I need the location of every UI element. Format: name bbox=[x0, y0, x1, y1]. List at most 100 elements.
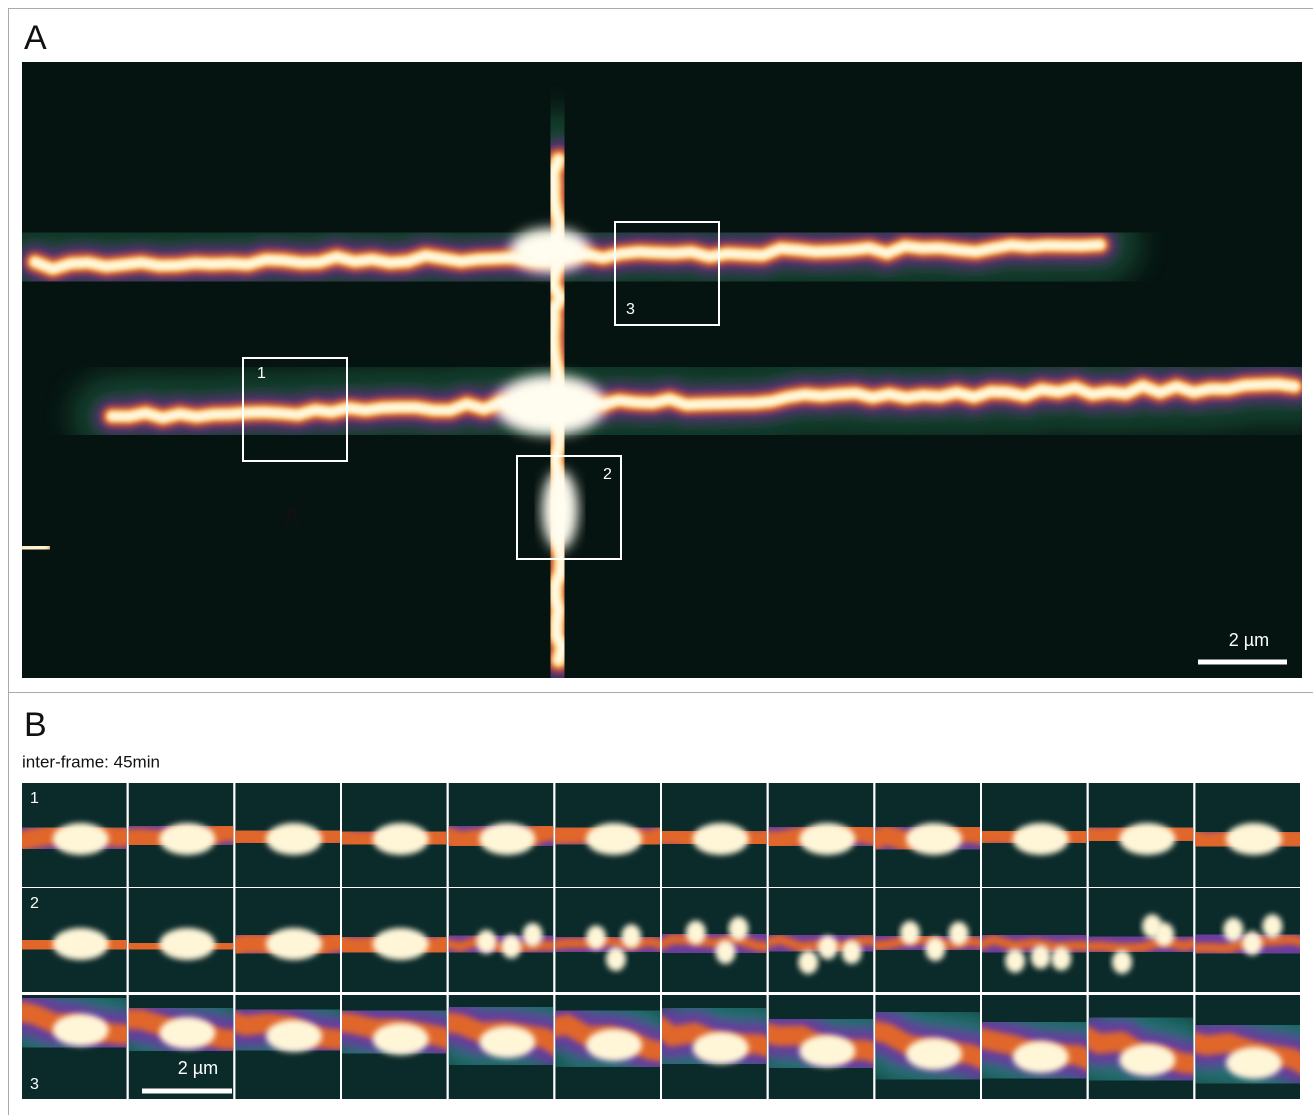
tile bbox=[1079, 995, 1205, 1099]
blob bbox=[266, 823, 322, 855]
tile bbox=[119, 783, 246, 887]
tile bbox=[1079, 783, 1206, 887]
tile bbox=[866, 995, 991, 1099]
blob bbox=[1226, 1047, 1282, 1079]
tile bbox=[332, 995, 459, 1099]
subtitle: inter-frame: 45min bbox=[22, 752, 160, 771]
scale-bar-label: 2 µm bbox=[1229, 630, 1269, 650]
tile bbox=[332, 783, 459, 887]
panel-label: B bbox=[24, 706, 47, 744]
blob bbox=[266, 928, 322, 960]
blob bbox=[693, 823, 749, 855]
tile bbox=[759, 783, 886, 887]
blob bbox=[479, 823, 535, 855]
tile bbox=[439, 783, 566, 887]
tile bbox=[866, 783, 993, 887]
tile bbox=[759, 888, 886, 992]
tile bbox=[971, 995, 1098, 1099]
tile bbox=[1185, 995, 1312, 1099]
tile bbox=[225, 783, 352, 887]
blob bbox=[906, 1038, 962, 1070]
blob bbox=[1119, 823, 1175, 855]
micrograph bbox=[22, 62, 1302, 678]
tile bbox=[545, 888, 672, 992]
blob bbox=[53, 823, 109, 855]
tile bbox=[545, 995, 672, 1099]
blob bbox=[900, 921, 920, 945]
tile bbox=[225, 995, 352, 1099]
blob bbox=[1262, 914, 1282, 938]
tile bbox=[972, 783, 1099, 887]
roi-label: 2 bbox=[603, 466, 612, 483]
blob bbox=[479, 1026, 535, 1058]
roi-label: 1 bbox=[257, 365, 266, 382]
tile bbox=[1185, 783, 1312, 887]
tile bbox=[439, 995, 565, 1099]
blob bbox=[693, 1032, 749, 1064]
blob bbox=[1226, 823, 1282, 855]
tile bbox=[225, 888, 352, 992]
blob bbox=[798, 950, 818, 974]
blob bbox=[729, 917, 749, 941]
blob bbox=[1005, 949, 1025, 973]
panel-label: A bbox=[24, 19, 47, 57]
blob bbox=[53, 928, 109, 960]
tile bbox=[439, 888, 566, 992]
roi-label: 3 bbox=[626, 301, 635, 318]
blob bbox=[476, 930, 496, 954]
tile bbox=[652, 783, 779, 887]
tile bbox=[118, 995, 245, 1099]
blob bbox=[949, 922, 969, 946]
scale-bar-label: 2 µm bbox=[178, 1058, 218, 1078]
blob bbox=[842, 940, 862, 964]
tile bbox=[972, 888, 1099, 992]
figure: A 1 2 3 A 2 µm B inter-frame: 45min 1 2 3 2 µ… bbox=[0, 0, 1313, 1115]
blob bbox=[925, 937, 945, 961]
blob bbox=[523, 923, 543, 947]
blob bbox=[1223, 918, 1243, 942]
blob bbox=[715, 940, 735, 964]
row-label: 2 bbox=[30, 895, 39, 912]
kymo-grid: 1 2 3 2 µm bbox=[12, 783, 1312, 1099]
bright-spot bbox=[510, 228, 590, 272]
blob bbox=[373, 928, 429, 960]
blob bbox=[606, 947, 626, 971]
tile bbox=[332, 888, 459, 992]
tile bbox=[865, 888, 992, 992]
bright-spot bbox=[542, 470, 578, 550]
blob bbox=[799, 823, 855, 855]
tile bbox=[653, 995, 779, 1099]
tile bbox=[1185, 888, 1312, 992]
tile bbox=[545, 783, 672, 887]
blob bbox=[1013, 1041, 1069, 1073]
tile bbox=[758, 995, 885, 1099]
blob bbox=[818, 936, 838, 960]
blob bbox=[621, 924, 641, 948]
blob bbox=[1051, 947, 1071, 971]
blob bbox=[1112, 950, 1132, 974]
blob bbox=[159, 823, 215, 855]
blob bbox=[906, 823, 962, 855]
row-label: 3 bbox=[30, 1076, 39, 1093]
blob bbox=[686, 920, 706, 944]
filament bbox=[22, 547, 45, 549]
blob bbox=[1154, 922, 1174, 946]
page: A 1 2 3 A 2 µm B inter-frame: 45min 1 2 3 2 µ… bbox=[0, 0, 1313, 1115]
blob bbox=[159, 1017, 215, 1049]
blob bbox=[1031, 945, 1051, 969]
tile bbox=[119, 888, 246, 992]
blob bbox=[586, 926, 606, 950]
blob bbox=[799, 1035, 855, 1067]
blob bbox=[373, 823, 429, 855]
row-label: 1 bbox=[30, 790, 39, 807]
blob bbox=[586, 1029, 642, 1061]
bright-spot bbox=[495, 375, 605, 435]
tile bbox=[652, 888, 779, 992]
blob bbox=[1013, 823, 1069, 855]
image-annotation: A bbox=[283, 503, 300, 530]
blob bbox=[159, 928, 215, 960]
blob bbox=[373, 1023, 429, 1055]
blob bbox=[501, 935, 521, 959]
blob bbox=[586, 823, 642, 855]
blob bbox=[53, 1014, 109, 1046]
